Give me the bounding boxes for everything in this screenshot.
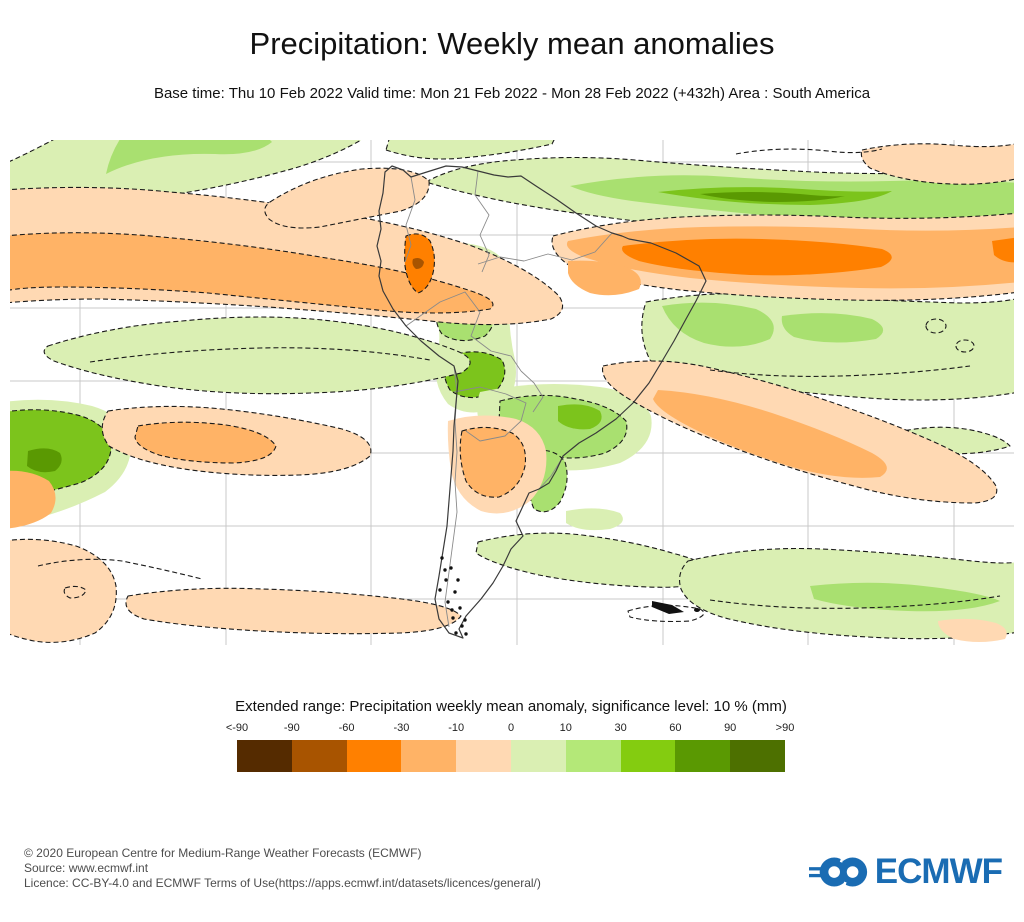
map-region-ne-atlantic-green-mid2 bbox=[781, 313, 884, 343]
legend-cell-<-90-to--90 bbox=[237, 740, 292, 772]
legend-title: Extended range: Precipitation weekly mea… bbox=[235, 698, 787, 715]
patagonia-terrain-speckle bbox=[443, 568, 447, 572]
legend-tick--90: -90 bbox=[283, 722, 300, 734]
map-region-dash-inside-bottomright bbox=[709, 595, 1001, 609]
map-region-se-diag-orange-mid bbox=[653, 390, 887, 478]
licence-line: Licence: CC-BY-4.0 and ECMWF Terms of Us… bbox=[24, 876, 541, 890]
country-border bbox=[474, 170, 490, 273]
coastline bbox=[376, 165, 707, 639]
legend-tick--10: -10 bbox=[448, 722, 465, 734]
legend-cell--30-to--10 bbox=[401, 740, 457, 772]
legend-tick-60: 60 bbox=[669, 722, 682, 734]
map-region-north-band-dark bbox=[700, 192, 845, 202]
legend-tick-30: 30 bbox=[614, 722, 627, 734]
map-region-bottomright-orange-tail bbox=[938, 618, 1007, 642]
map-region-topcenter-orange bbox=[264, 167, 430, 229]
map-region-maranhao-orange bbox=[568, 260, 641, 296]
patagonia-terrain-speckle bbox=[438, 588, 442, 592]
map-region-farleft-green-dark bbox=[27, 448, 62, 473]
map-region-ne-band-orange-core bbox=[622, 238, 892, 276]
patagonia-terrain-speckle bbox=[460, 624, 464, 628]
legend-cell--10-to-0 bbox=[456, 740, 511, 772]
country-border bbox=[453, 386, 527, 442]
patagonia-terrain-speckle bbox=[440, 556, 444, 560]
map-region-leftcenter-orange-mid bbox=[134, 421, 277, 464]
legend-tick-0: 0 bbox=[507, 722, 515, 734]
map-region-islands-black bbox=[652, 601, 700, 614]
map-region-left-diag-green bbox=[43, 316, 471, 395]
legend-tick-<-90: <-90 bbox=[225, 722, 249, 734]
map-region-farleft-orange-mid bbox=[10, 470, 56, 529]
map-region-topcenter-green bbox=[385, 140, 555, 160]
legend-cell-30-to-60 bbox=[620, 740, 676, 772]
patagonia-terrain-speckle bbox=[456, 578, 460, 582]
ecmwf-logo-icon bbox=[808, 854, 867, 890]
map-region-dash-inside-leftdiag bbox=[89, 347, 431, 363]
ecmwf-logo: ECMWF bbox=[808, 850, 1003, 894]
map-region-topleft-green-mid bbox=[106, 140, 272, 174]
map-region-sbrazil-green-dark bbox=[558, 404, 602, 430]
patagonia-terrain-speckle bbox=[463, 618, 467, 622]
patagonia-terrain-speckle bbox=[450, 608, 454, 612]
country-border bbox=[404, 176, 416, 263]
map-region-dash-squiggle-bottomleft bbox=[37, 558, 203, 580]
legend-tick-labels: <-90 -90 -60 -30 -10 0 10 30 60 90 >90 bbox=[226, 722, 795, 736]
map-region-ne-core-right-edge bbox=[992, 237, 1014, 263]
patagonia-terrain-speckle bbox=[453, 590, 457, 594]
legend-cell-0-to-10 bbox=[510, 740, 566, 772]
legend-cell-60-to-90 bbox=[675, 740, 731, 772]
map-region-pacific-orange-mid bbox=[10, 232, 494, 314]
legend-tick-90: 90 bbox=[724, 722, 737, 734]
map-region-bottom-orange-band bbox=[125, 587, 462, 635]
legend-cell-10-to-30 bbox=[565, 740, 621, 772]
copyright-line: © 2020 European Centre for Medium-Range … bbox=[24, 846, 422, 860]
map-region-bottom-small-green bbox=[566, 508, 623, 531]
map-region-ecuador-brown-dot bbox=[412, 258, 424, 269]
source-line: Source: www.ecmwf.int bbox=[24, 861, 149, 875]
patagonia-terrain-speckle bbox=[444, 578, 448, 582]
country-border bbox=[405, 291, 522, 372]
map-region-dash-ellipse-right2 bbox=[955, 339, 975, 353]
anomaly-map-svg bbox=[10, 140, 1014, 645]
ecmwf-logo-text: ECMWF bbox=[874, 852, 1003, 891]
legend-tick-10: 10 bbox=[559, 722, 572, 734]
map-region-dash-topmid bbox=[735, 148, 883, 155]
patagonia-terrain-speckle bbox=[464, 632, 468, 636]
legend-cell-90-to->90 bbox=[730, 740, 785, 772]
patagonia-terrain-speckle bbox=[446, 600, 450, 604]
page-title: Precipitation: Weekly mean anomalies bbox=[249, 26, 775, 61]
map-region-dash-inside-ne-band bbox=[709, 365, 971, 377]
map-region-paraguay-orange-mid bbox=[459, 426, 527, 498]
map-region-ne-atlantic-green-mid1 bbox=[662, 302, 774, 347]
map-region-bottomleft-orange bbox=[10, 538, 117, 643]
anomaly-map bbox=[10, 140, 1014, 645]
map-region-dash-circle-bottomleft bbox=[63, 585, 87, 599]
legend-tick->90: >90 bbox=[775, 722, 795, 734]
footer-credits: © 2020 European Centre for Medium-Range … bbox=[24, 846, 541, 891]
legend-tick--30: -30 bbox=[393, 722, 410, 734]
legend-cell--90-to--60 bbox=[291, 740, 347, 772]
map-region-bottomright-green-mid bbox=[810, 582, 1000, 612]
legend-colorbar bbox=[237, 740, 785, 772]
legend-cell--60-to--30 bbox=[346, 740, 402, 772]
map-region-topright-orange bbox=[860, 143, 1014, 185]
patagonia-terrain-speckle bbox=[449, 566, 453, 570]
patagonia-terrain-speckle bbox=[458, 606, 462, 610]
patagonia-terrain-speckle bbox=[451, 616, 455, 620]
chart-subtitle: Base time: Thu 10 Feb 2022 Valid time: M… bbox=[153, 85, 871, 102]
map-region-dash-ellipse-right1 bbox=[925, 318, 947, 334]
country-border bbox=[520, 370, 544, 413]
legend-tick--60: -60 bbox=[338, 722, 355, 734]
patagonia-terrain-speckle bbox=[454, 631, 458, 635]
country-border bbox=[477, 232, 613, 265]
